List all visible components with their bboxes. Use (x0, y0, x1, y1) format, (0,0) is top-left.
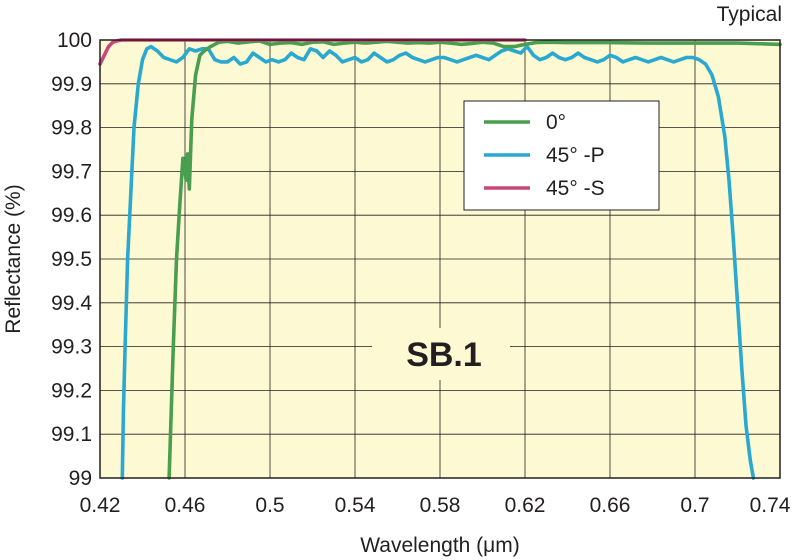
y-tick-labels: 99 99.1 99.2 99.3 99.4 99.5 99.6 99.7 99.8 99.9 10… (51, 29, 92, 490)
plot-frame (99, 39, 781, 479)
x-tick-labels: 0.42 0.46 0.5 0.54 0.58 0.62 0.66 0.7 0.74 (80, 494, 791, 517)
center-label-bg (372, 328, 510, 380)
x-tick-label: 0.42 (80, 494, 121, 517)
center-label: SB.1 (406, 336, 482, 374)
legend-label: 45° -P (546, 144, 605, 167)
legend: 0° 45° -P 45° -S (463, 100, 660, 211)
y-tick-label: 99.5 (51, 248, 92, 271)
center-label-group: SB.1 (372, 328, 510, 380)
y-tick-label: 99 (69, 467, 92, 490)
x-tick-label: 0.74 (750, 494, 791, 517)
x-axis-label: Wavelength (μm) (360, 534, 520, 557)
legend-label: 45° -S (546, 177, 605, 200)
y-tick-label: 99.8 (51, 117, 92, 140)
x-tick-label: 0.58 (420, 494, 461, 517)
series-line-0 (167, 39, 782, 480)
y-tick-label: 99.9 (51, 73, 92, 96)
x-tick-label: 0.66 (590, 494, 631, 517)
y-tick-label: 99.7 (51, 160, 92, 183)
y-tick-label: 99.3 (51, 336, 92, 359)
y-tick-label: 99.2 (51, 379, 92, 402)
y-axis-label: Reflectance (%) (2, 184, 25, 333)
y-tick-label: 99.1 (51, 423, 92, 446)
typical-label: Typical (717, 3, 782, 26)
x-tick-label: 0.7 (680, 494, 709, 517)
y-tick-label: 99.6 (51, 204, 92, 227)
x-tick-label: 0.62 (505, 494, 546, 517)
x-tick-label: 0.54 (335, 494, 376, 517)
y-tick-label: 99.4 (51, 292, 92, 315)
legend-label: 0° (546, 111, 566, 134)
x-tick-label: 0.46 (165, 494, 206, 517)
x-tick-label: 0.5 (255, 494, 284, 517)
y-tick-label: 100 (57, 29, 92, 52)
